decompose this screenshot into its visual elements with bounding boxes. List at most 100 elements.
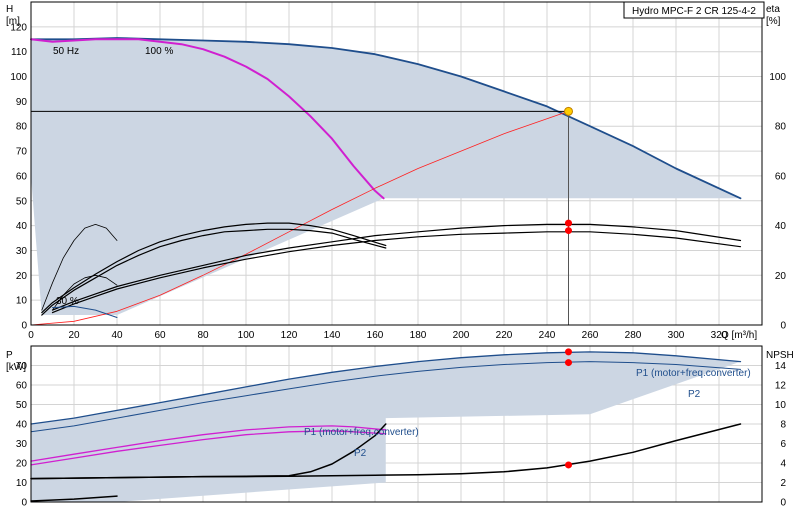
chart-title-box: [623, 1, 765, 19]
npsh-tick-label: 6: [780, 439, 786, 450]
eta-y-ticks: 0 20 40 60 80 100: [769, 72, 786, 331]
npsh-tick-label: 14: [775, 361, 787, 372]
power-axis-unit: [kW]: [6, 362, 26, 373]
power-tick-label: 10: [16, 478, 28, 489]
power-curve: [30, 361, 741, 433]
eta-tick-label: 100: [769, 72, 786, 83]
head-curve: [52, 305, 118, 318]
flow-tick-label: 140: [324, 330, 341, 341]
flow-tick-label: 120: [281, 330, 298, 341]
power-tick-label: 50: [16, 400, 28, 411]
power-series: [30, 351, 742, 502]
flow-tick-label: 200: [453, 330, 470, 341]
flow-tick-label: 20: [68, 330, 80, 341]
npsh-tick-label: 0: [780, 498, 786, 509]
duty-eta-marker: [565, 219, 572, 227]
head-tick-label: 30: [16, 246, 28, 257]
duty-npsh-marker: [565, 461, 572, 469]
head-curve: [41, 228, 387, 316]
head-series: [30, 37, 742, 326]
head-tick-label: 60: [16, 171, 28, 182]
head-tick-label: 110: [11, 47, 27, 58]
head-curve: [30, 110, 569, 326]
p1-label-main: P1 (motor+freq.converter): [636, 368, 751, 379]
flow-tick-label: 220: [496, 330, 513, 341]
head-tick-label: 0: [21, 321, 27, 332]
duty-power-marker: [565, 359, 572, 367]
power-axis-label: P: [6, 350, 13, 361]
flow-x-ticks: 0 20 40 60 80 100 120 140 160 180 200 220 240 260 280 3…: [28, 330, 728, 341]
head-curve: [51, 223, 742, 311]
head-axis-label: H: [6, 4, 13, 15]
head-curve: [41, 222, 387, 314]
flow-tick-label: 240: [539, 330, 556, 341]
head-tick-label: 80: [16, 122, 28, 133]
eta-tick-label: 40: [775, 221, 787, 232]
power-plot-frame: [30, 345, 763, 503]
eta-tick-label: 20: [775, 271, 787, 282]
power-tick-label: 0: [21, 498, 27, 509]
speed-30-annotation: 30 %: [56, 296, 79, 307]
flow-tick-label: 280: [625, 330, 642, 341]
head-curve: [52, 274, 118, 311]
eta-tick-label: 80: [775, 122, 787, 133]
speed-100-annotation: 100 %: [145, 46, 173, 57]
eta-tick-label: 0: [780, 321, 786, 332]
duty-power-marker: [565, 348, 572, 356]
head-tick-label: 10: [16, 296, 28, 307]
npsh-tick-label: 12: [775, 381, 787, 392]
npsh-tick-label: 8: [780, 420, 786, 431]
power-curve: [30, 423, 387, 480]
flow-axis-label: Q [m³/h]: [721, 330, 757, 341]
head-tick-label: 50: [16, 196, 28, 207]
power-tick-label: 60: [16, 381, 28, 392]
head-tick-label: 70: [16, 147, 28, 158]
head-tick-label: 20: [16, 271, 28, 282]
power-y-ticks: 0 10 20 30 40 50 60 70: [16, 361, 28, 509]
npsh-y-ticks: 0 2 4 6 8 10 12 14: [775, 361, 787, 509]
flow-tick-label: 100: [238, 330, 255, 341]
duty-eta-marker: [565, 227, 572, 235]
flow-tick-label: 320: [711, 330, 728, 341]
flow-tick-label: 80: [197, 330, 209, 341]
head-curve: [30, 37, 742, 200]
head-plot-frame: [30, 1, 763, 326]
power-tick-label: 70: [16, 361, 28, 372]
power-tick-label: 40: [16, 420, 28, 431]
head-y-ticks: 0 10 20 30 40 50 60 70 80 90 100 110 120: [10, 22, 27, 331]
frequency-annotation: 50 Hz: [53, 46, 79, 57]
p1-label-reduced: P1 (motor+freq.converter): [304, 427, 419, 438]
power-range-shade: [31, 351, 741, 502]
eta-axis-unit: [%]: [766, 16, 781, 27]
duty-point-marker: [564, 106, 573, 116]
head-tick-label: 40: [16, 221, 28, 232]
power-tick-label: 20: [16, 459, 28, 470]
head-curve: [30, 38, 385, 200]
head-curve: [41, 224, 118, 311]
operating-range-shade: [31, 38, 741, 316]
flow-tick-label: 0: [28, 330, 34, 341]
flow-tick-label: 40: [111, 330, 123, 341]
flow-tick-label: 160: [367, 330, 384, 341]
head-plot: 0 10 20 30 40 50 60 70 80 90 100 110 120 0 20 40 60 80 10…: [6, 1, 786, 341]
npsh-tick-label: 2: [780, 478, 786, 489]
flow-tick-label: 260: [582, 330, 599, 341]
p2-label-main: P2: [688, 389, 701, 400]
power-curve: [30, 425, 387, 462]
eta-axis-label: eta: [766, 4, 780, 15]
flow-tick-label: 180: [410, 330, 427, 341]
head-tick-label: 100: [10, 72, 27, 83]
head-tick-label: 120: [10, 22, 27, 33]
head-curve: [51, 231, 742, 314]
chart-title: Hydro MPC-F 2 CR 125-4-2: [632, 6, 756, 17]
eta-tick-label: 60: [775, 171, 787, 182]
power-curve: [30, 351, 742, 425]
power-curve: [30, 495, 118, 502]
flow-tick-label: 60: [154, 330, 166, 341]
head-axis-unit: [m]: [6, 16, 20, 27]
flow-tick-label: 300: [668, 330, 685, 341]
p2-label-reduced: P2: [354, 448, 367, 459]
npsh-axis-label: NPSH: [766, 350, 794, 361]
